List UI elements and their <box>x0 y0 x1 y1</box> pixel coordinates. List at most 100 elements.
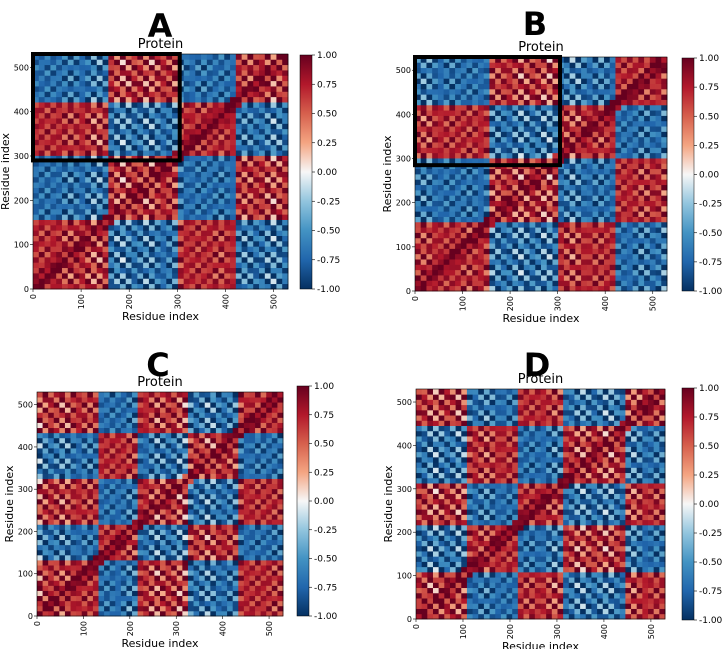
heatmap-cell <box>143 112 150 119</box>
heatmap-cell <box>483 285 490 292</box>
heatmap-cell <box>224 203 231 210</box>
heatmap-cell <box>259 70 266 76</box>
heatmap-cell <box>114 219 121 226</box>
heatmap-cell <box>552 94 559 100</box>
heatmap-cell <box>443 264 450 271</box>
heatmap-cell <box>489 221 496 228</box>
heatmap-cell <box>512 248 519 255</box>
heatmap-cell <box>148 112 156 119</box>
heatmap-cell <box>546 189 553 196</box>
heatmap-cell <box>437 269 445 276</box>
heatmap-cell <box>38 86 45 92</box>
heatmap-cell <box>455 237 462 244</box>
heatmap-cell <box>632 67 639 74</box>
heatmap-cell <box>48 544 55 551</box>
heatmap-cell <box>655 200 662 207</box>
heatmap-cell <box>655 232 662 239</box>
heatmap-cell <box>586 248 593 255</box>
heatmap-cell <box>604 83 611 90</box>
heatmap-cell <box>125 139 132 146</box>
heatmap-cell <box>535 88 542 95</box>
heatmap-cell <box>609 232 616 239</box>
heatmap-cell <box>437 232 445 239</box>
heatmap-cell <box>114 283 121 290</box>
heatmap-cell <box>126 453 133 459</box>
heatmap-cell <box>172 155 179 162</box>
heatmap-cell <box>102 224 109 231</box>
heatmap-cell <box>59 524 66 530</box>
heatmap-cell <box>70 442 77 449</box>
heatmap-cell <box>276 214 283 220</box>
heatmap-cell <box>581 142 588 148</box>
heatmap-cell <box>569 83 576 90</box>
heatmap-cell <box>61 64 69 71</box>
heatmap-cell <box>241 235 248 242</box>
heatmap-cell <box>56 208 63 215</box>
heatmap-cell <box>160 463 166 469</box>
heatmap-cell <box>131 208 138 215</box>
heatmap-cell <box>437 227 445 233</box>
heatmap-cell <box>154 524 161 530</box>
heatmap-cell <box>415 195 422 201</box>
heatmap-cell <box>50 182 57 188</box>
heatmap-cell <box>102 230 109 236</box>
heatmap-cell <box>472 115 479 122</box>
heatmap-cell <box>489 57 496 63</box>
heatmap-cell <box>131 102 138 108</box>
heatmap-cell <box>81 432 88 439</box>
heatmap-cell <box>115 463 122 469</box>
heatmap-cell <box>604 115 611 122</box>
heatmap-cell <box>615 232 622 239</box>
heatmap-cell <box>626 243 634 249</box>
heatmap-cell <box>108 283 115 290</box>
heatmap-cell <box>131 262 138 269</box>
heatmap-cell <box>518 67 525 74</box>
heatmap-cell <box>478 189 485 196</box>
heatmap-cell <box>109 463 116 469</box>
heatmap-cell <box>53 427 60 434</box>
heatmap-cell <box>443 136 450 143</box>
heatmap-cell <box>87 412 94 418</box>
heatmap-cell <box>42 458 49 464</box>
heatmap-cell <box>655 221 662 228</box>
heatmap-cell <box>120 539 127 546</box>
heatmap-cell <box>90 262 98 269</box>
heatmap-cell <box>649 120 656 127</box>
heatmap-cell <box>426 227 433 233</box>
heatmap-cell <box>115 483 122 490</box>
heatmap-cell <box>230 54 237 60</box>
heatmap-cell <box>212 144 219 151</box>
heatmap-cell <box>230 166 237 172</box>
heatmap-cell <box>552 200 559 207</box>
heatmap-cell <box>131 192 138 199</box>
heatmap-cell <box>73 203 80 210</box>
heatmap-cell <box>125 166 132 172</box>
heatmap-cell <box>500 211 508 217</box>
heatmap-cell <box>638 168 645 175</box>
heatmap-cell <box>59 422 66 429</box>
heatmap-cell <box>621 243 628 249</box>
heatmap-cell <box>460 62 467 69</box>
heatmap-cell <box>64 610 71 617</box>
heatmap-cell <box>420 253 427 260</box>
heatmap-cell <box>235 139 243 146</box>
heatmap-cell <box>415 264 422 271</box>
heatmap-cell <box>48 483 55 490</box>
heatmap-cell <box>563 152 571 159</box>
heatmap-cell <box>189 70 196 76</box>
heatmap-cell <box>195 251 202 258</box>
heatmap-cell <box>581 275 588 281</box>
heatmap-cell <box>90 86 98 92</box>
heatmap-cell <box>259 91 266 98</box>
heatmap-cell <box>42 509 49 515</box>
heatmap-cell <box>132 448 139 454</box>
heatmap-cell <box>38 262 45 269</box>
heatmap-cell <box>73 160 80 167</box>
heatmap-cell <box>137 544 144 551</box>
heatmap-cell <box>73 219 80 226</box>
heatmap-cell <box>148 91 156 98</box>
heatmap-cell <box>195 128 202 135</box>
heatmap-cell <box>104 565 111 571</box>
heatmap-cell <box>415 285 422 292</box>
heatmap-cell <box>529 104 536 111</box>
